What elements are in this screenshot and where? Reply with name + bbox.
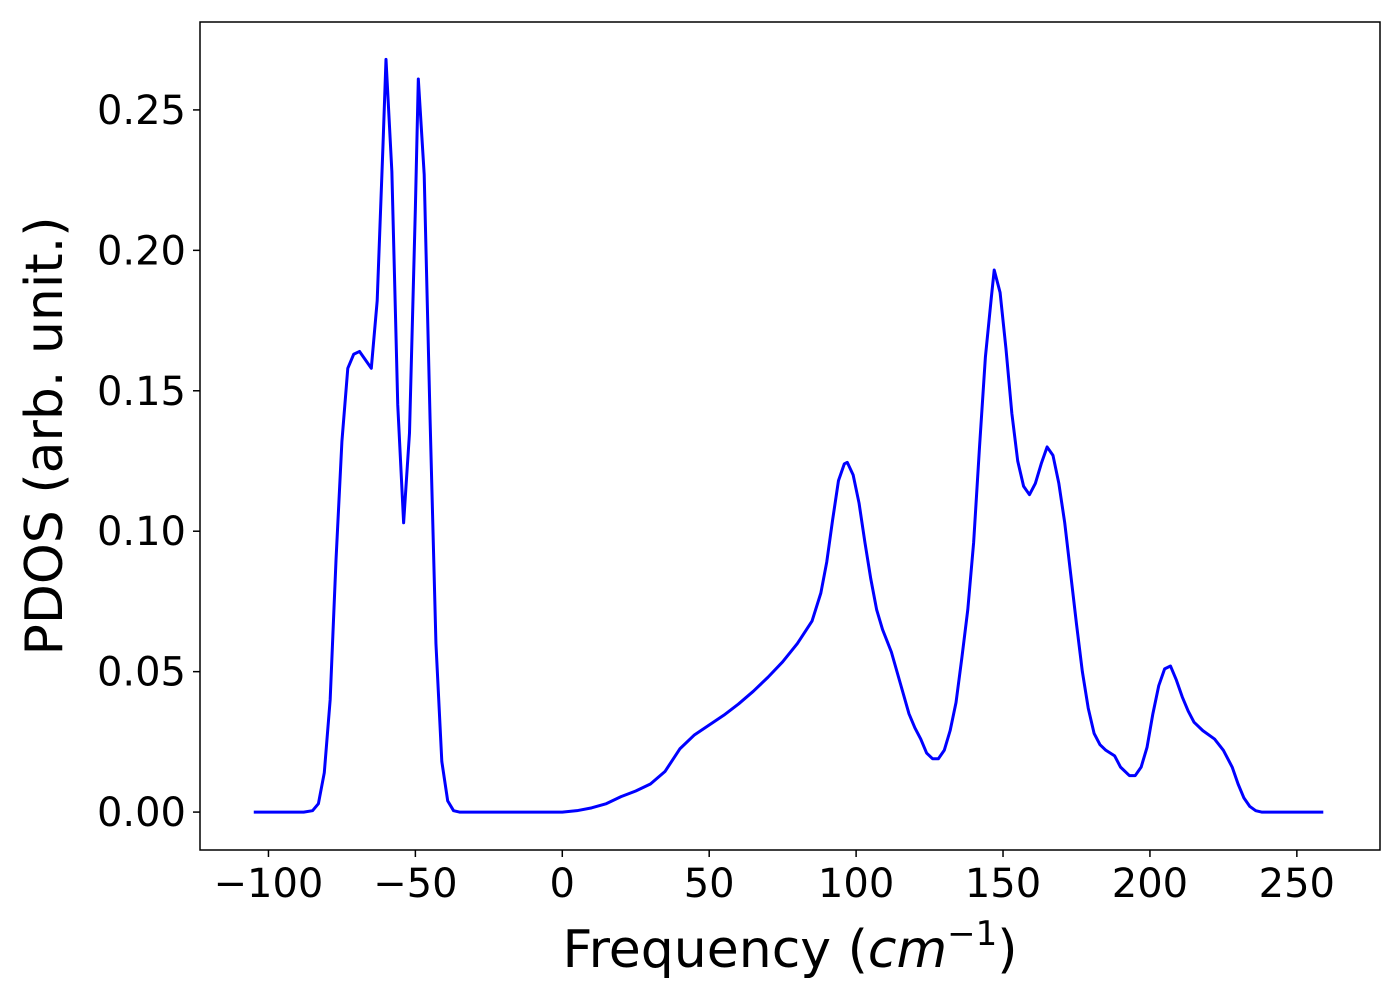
plot-frame xyxy=(199,21,1381,851)
pdos-line xyxy=(253,57,1324,814)
x-tick-label: 0 xyxy=(550,861,575,907)
y-tick-label: 0.15 xyxy=(97,369,186,415)
x-tick-label: 100 xyxy=(818,861,894,907)
x-tick-label: −50 xyxy=(373,861,457,907)
x-tick-label: −100 xyxy=(214,861,324,907)
x-tick-label: 150 xyxy=(965,861,1041,907)
x-tick-label: 200 xyxy=(1112,861,1188,907)
x-label-part: ) xyxy=(997,920,1017,980)
y-tick-label: 0.20 xyxy=(97,228,186,274)
y-tick-label: 0.25 xyxy=(97,88,186,134)
y-axis-label: PDOS (arb. unit.) xyxy=(15,216,75,655)
x-axis-label: Frequency (cm−1) xyxy=(562,914,1017,980)
y-tick-label: 0.05 xyxy=(97,650,186,696)
x-tick-label: 50 xyxy=(684,861,735,907)
y-tick-label: 0.10 xyxy=(97,509,186,555)
x-label-unit: cm xyxy=(868,920,947,980)
x-tick-label: 250 xyxy=(1259,861,1335,907)
x-label-exponent: −1 xyxy=(947,914,997,954)
x-label-part: Frequency ( xyxy=(562,920,867,980)
y-tick-label: 0.00 xyxy=(97,790,186,836)
